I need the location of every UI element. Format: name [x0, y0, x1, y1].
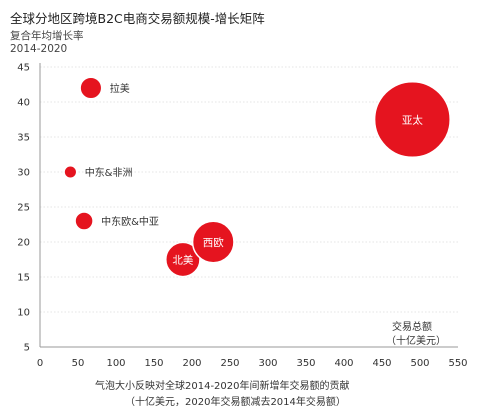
- y-axis-label: 复合年均增长率: [10, 30, 84, 42]
- x-tick-label: 200: [182, 358, 201, 369]
- bubble-point: [373, 80, 451, 159]
- y-tick-label: 5: [24, 343, 30, 354]
- x-tick-label: 450: [372, 358, 391, 369]
- x-tick-label: 350: [296, 358, 315, 369]
- x-tick-label: 500: [410, 358, 429, 369]
- bubble-point: [79, 76, 103, 100]
- y-tick-label: 40: [17, 98, 30, 109]
- x-tick-label: 550: [448, 358, 467, 369]
- bubble-label: 北美: [172, 254, 193, 267]
- x-tick-label: 100: [106, 358, 125, 369]
- y-tick-label: 35: [17, 133, 30, 144]
- x-axis-label: 交易总额: [392, 322, 432, 333]
- bubble-point: [165, 241, 201, 278]
- x-tick-label: 0: [37, 358, 43, 369]
- bubble-label: 中东欧&中亚: [101, 215, 159, 228]
- bubble-point: [191, 220, 235, 264]
- y-tick-label: 10: [17, 308, 30, 319]
- x-tick-label: 50: [72, 358, 85, 369]
- x-tick-label: 150: [144, 358, 163, 369]
- bubble-label: 亚太: [402, 114, 423, 127]
- x-tick-label: 300: [258, 358, 277, 369]
- x-axis-unit: （十亿美元）: [386, 336, 446, 347]
- bubble-size-note: 气泡大小反映对全球2014-2020年间新增年交易额的贡献: [95, 381, 350, 392]
- bubble-point: [74, 211, 94, 231]
- y-tick-label: 30: [17, 168, 30, 179]
- chart-title: 全球分地区跨境B2C电商交易额规模-增长矩阵: [10, 11, 265, 26]
- y-tick-label: 20: [17, 238, 30, 249]
- x-tick-label: 400: [334, 358, 353, 369]
- bubble-label: 西欧: [203, 237, 224, 249]
- x-tick-label: 250: [220, 358, 239, 369]
- y-tick-label: 25: [17, 203, 30, 214]
- y-tick-label: 15: [17, 273, 30, 284]
- y-tick-label: 45: [17, 63, 30, 74]
- bubble-label: 中东&非洲: [85, 166, 133, 179]
- y-axis-label-period: 2014-2020: [10, 43, 68, 55]
- bubble-size-note-detail: （十亿美元，2020年交易额减去2014年交易额）: [125, 397, 346, 408]
- bubble-point: [63, 164, 78, 180]
- bubble-label: 拉美: [110, 82, 130, 95]
